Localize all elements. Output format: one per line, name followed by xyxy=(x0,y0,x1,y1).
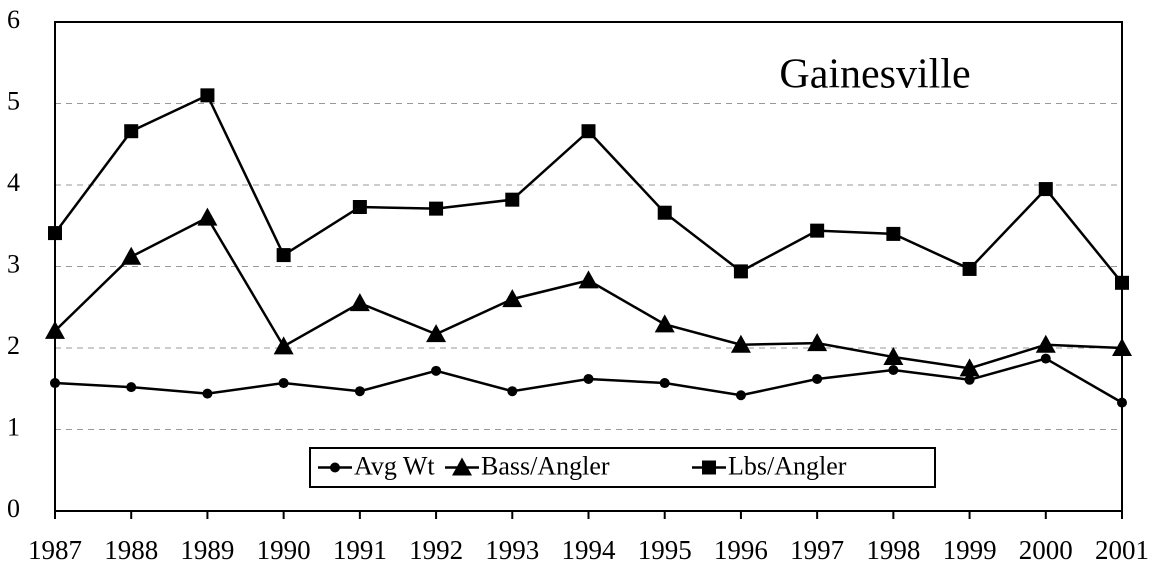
x-tick-label: 1991 xyxy=(333,535,387,565)
data-point xyxy=(502,289,523,308)
data-point xyxy=(429,201,444,216)
data-point xyxy=(197,207,218,226)
data-point xyxy=(657,205,672,220)
data-point xyxy=(733,264,748,279)
data-point xyxy=(507,386,518,397)
x-tick-label: 1996 xyxy=(714,535,768,565)
x-tick-label: 1994 xyxy=(562,535,617,565)
data-point xyxy=(659,378,670,389)
legend-label: Lbs/Angler xyxy=(728,451,847,480)
legend-box xyxy=(309,447,936,488)
x-tick-label: 2000 xyxy=(1019,535,1073,565)
x-tick-label: 1997 xyxy=(790,535,844,565)
y-tick-label: 5 xyxy=(7,86,20,115)
y-tick-label: 0 xyxy=(7,494,20,523)
y-tick-label: 3 xyxy=(7,249,20,278)
x-tick-label: 1988 xyxy=(104,535,158,565)
y-tick-label: 6 xyxy=(7,5,20,34)
y-tick-label: 2 xyxy=(7,331,20,360)
legend-marker xyxy=(702,460,716,475)
data-point xyxy=(426,324,447,343)
data-point xyxy=(581,124,596,139)
data-point xyxy=(812,373,823,384)
data-point xyxy=(121,246,142,265)
data-point xyxy=(1117,397,1127,408)
data-point xyxy=(352,200,367,215)
x-tick-label: 1993 xyxy=(485,535,539,565)
data-point xyxy=(124,124,139,139)
data-point xyxy=(1038,182,1053,197)
data-point xyxy=(735,390,746,401)
data-point xyxy=(278,378,289,389)
data-point xyxy=(964,374,975,385)
data-point xyxy=(1035,334,1056,353)
data-point xyxy=(810,223,825,238)
x-tick-label: 1995 xyxy=(638,535,692,565)
data-point xyxy=(505,192,520,207)
x-tick-label: 1989 xyxy=(180,535,234,565)
data-point xyxy=(1115,275,1129,290)
data-point xyxy=(1040,353,1051,364)
data-point xyxy=(883,346,904,365)
series-line xyxy=(53,93,1123,284)
legend-marker xyxy=(452,457,472,476)
data-point xyxy=(578,270,599,289)
y-tick-label: 4 xyxy=(7,168,20,197)
data-point xyxy=(354,386,365,397)
chart-title: Gainesville xyxy=(779,52,970,98)
data-point xyxy=(273,336,294,355)
x-tick-label: 1992 xyxy=(409,535,463,565)
data-point xyxy=(583,373,594,384)
data-point xyxy=(654,314,675,333)
data-point xyxy=(202,388,213,399)
x-tick-label: 1998 xyxy=(866,535,920,565)
data-point xyxy=(349,293,370,312)
data-point xyxy=(886,226,901,241)
data-point xyxy=(959,358,980,377)
x-tick-label: 1990 xyxy=(257,535,311,565)
y-tick-label: 1 xyxy=(7,412,20,441)
data-point xyxy=(1112,338,1132,356)
legend-marker xyxy=(330,462,340,473)
data-point xyxy=(431,365,442,376)
data-point xyxy=(888,365,899,376)
data-point xyxy=(126,382,137,393)
x-tick-label: 1987 xyxy=(28,535,82,565)
data-point xyxy=(45,320,65,339)
data-point xyxy=(50,378,60,389)
x-tick-label: 1999 xyxy=(943,535,997,565)
data-point xyxy=(276,248,291,263)
data-point xyxy=(807,333,828,352)
legend-label: Avg Wt xyxy=(354,451,435,480)
data-point xyxy=(962,261,977,276)
x-tick-label: 2001 xyxy=(1095,535,1149,565)
data-point xyxy=(200,88,215,103)
legend-label: Bass/Angler xyxy=(481,451,610,480)
series-line xyxy=(54,215,1123,370)
data-point xyxy=(48,226,62,241)
data-point xyxy=(730,334,751,353)
